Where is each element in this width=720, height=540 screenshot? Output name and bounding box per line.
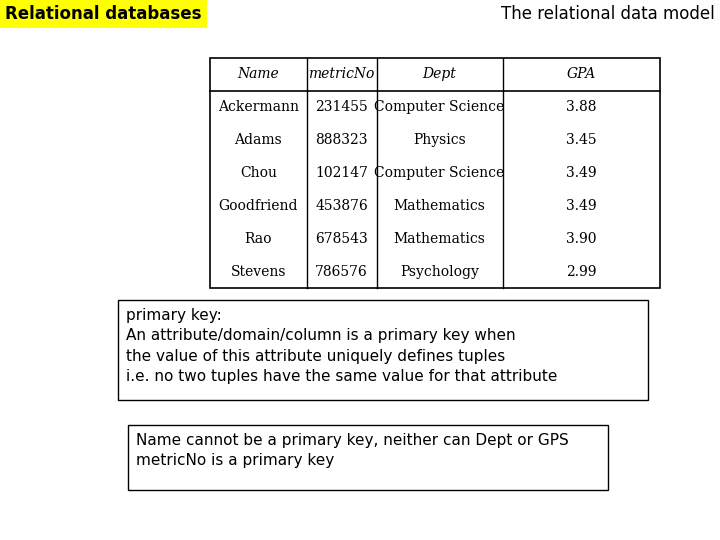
Text: Name: Name (238, 68, 279, 82)
Bar (128, 425, 608, 490)
Text: Ackermann: Ackermann (218, 100, 299, 114)
Text: 786576: 786576 (315, 265, 368, 279)
Text: Computer Science: Computer Science (374, 100, 505, 114)
Text: Stevens: Stevens (230, 265, 286, 279)
Text: 678543: 678543 (315, 232, 368, 246)
Text: 3.49: 3.49 (566, 166, 597, 180)
Text: primary key:
An attribute/domain/column is a primary key when
the value of this : primary key: An attribute/domain/column … (126, 308, 557, 384)
Text: Relational databases: Relational databases (5, 5, 202, 23)
Text: 3.88: 3.88 (566, 100, 596, 114)
Text: metricNo: metricNo (308, 68, 375, 82)
Text: 453876: 453876 (315, 199, 368, 213)
Text: Chou: Chou (240, 166, 277, 180)
Text: 3.90: 3.90 (566, 232, 596, 246)
Bar (210, 58, 660, 288)
Text: 231455: 231455 (315, 100, 368, 114)
Text: The relational data model: The relational data model (501, 5, 715, 23)
Text: Rao: Rao (245, 232, 272, 246)
Text: Psychology: Psychology (400, 265, 479, 279)
Text: Computer Science: Computer Science (374, 166, 505, 180)
Text: Adams: Adams (235, 133, 282, 147)
Bar (118, 300, 648, 400)
Text: Mathematics: Mathematics (394, 199, 485, 213)
Text: 888323: 888323 (315, 133, 368, 147)
Text: 3.49: 3.49 (566, 199, 597, 213)
Text: 3.45: 3.45 (566, 133, 597, 147)
Text: 102147: 102147 (315, 166, 368, 180)
Text: Physics: Physics (413, 133, 466, 147)
Text: Mathematics: Mathematics (394, 232, 485, 246)
Text: Goodfriend: Goodfriend (219, 199, 298, 213)
Text: 2.99: 2.99 (566, 265, 596, 279)
Text: Dept: Dept (423, 68, 456, 82)
Text: Name cannot be a primary key, neither can Dept or GPS
metricNo is a primary key: Name cannot be a primary key, neither ca… (136, 433, 569, 468)
Text: GPA: GPA (567, 68, 596, 82)
